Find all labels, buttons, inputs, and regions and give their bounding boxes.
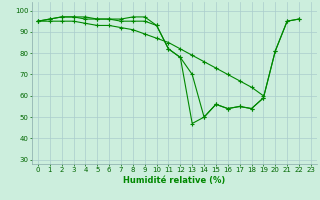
X-axis label: Humidité relative (%): Humidité relative (%) <box>123 176 226 185</box>
